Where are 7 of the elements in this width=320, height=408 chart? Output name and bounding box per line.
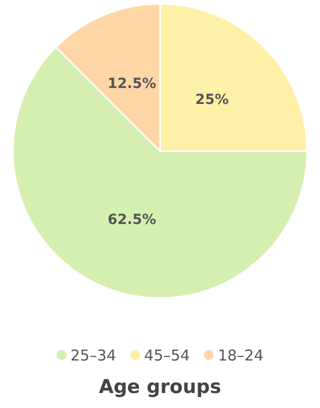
data-label: 25% <box>195 92 229 108</box>
legend-label: 25–34 <box>70 346 116 364</box>
data-label: 12.5% <box>108 76 156 92</box>
legend-label: 18–24 <box>218 346 264 364</box>
text: Age groups <box>98 376 222 398</box>
data-label: 62.5% <box>108 212 156 228</box>
legend-label: 45–54 <box>144 346 190 364</box>
